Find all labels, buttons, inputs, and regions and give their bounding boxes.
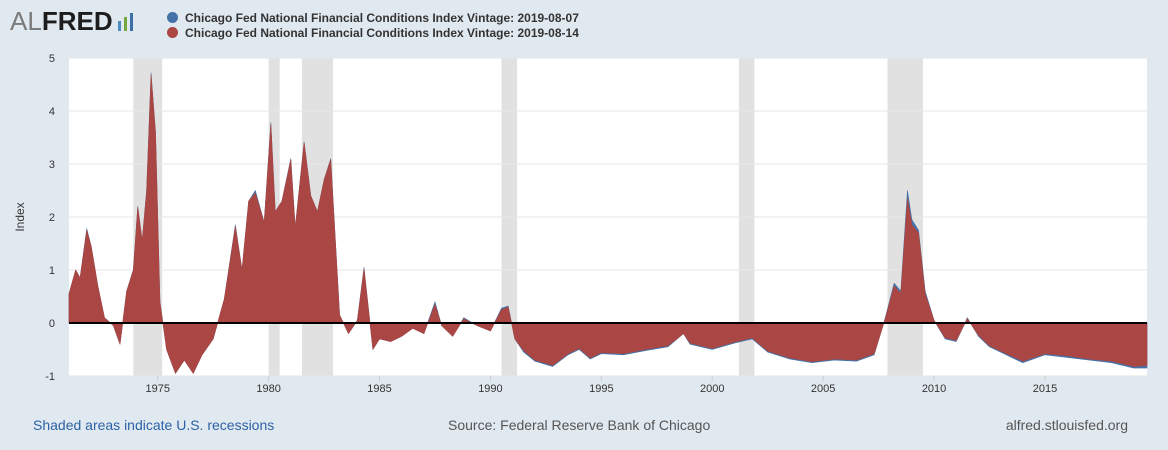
chart-area: -1 0 1 2 3 4 5 1975 1980 1985 1990 1995 2000 2005 2010… <box>13 53 1148 395</box>
legend-marker-icon <box>167 27 178 38</box>
y-axis-label: Index <box>13 202 27 231</box>
chart-legend: Chicago Fed National Financial Condition… <box>167 10 579 40</box>
x-tick-label: 1995 <box>589 383 613 395</box>
x-tick-label: 1980 <box>256 383 280 395</box>
x-tick-label: 1990 <box>478 383 502 395</box>
y-tick-label: 0 <box>49 318 55 330</box>
x-tick-label: 2010 <box>922 383 946 395</box>
x-tick-label: 2000 <box>700 383 724 395</box>
logo-bars-icon <box>116 7 136 31</box>
y-tick-label: 3 <box>49 159 55 171</box>
site-url: alfred.stlouisfed.org <box>1005 417 1128 433</box>
legend-item-vintage-0814[interactable]: Chicago Fed National Financial Condition… <box>167 25 579 40</box>
alfred-logo[interactable]: ALFRED <box>10 6 136 36</box>
x-tick-label: 1975 <box>145 383 169 395</box>
x-tick-label: 1985 <box>367 383 391 395</box>
y-tick-label: 2 <box>49 212 55 224</box>
y-tick-label: -1 <box>45 371 55 383</box>
legend-item-vintage-0807[interactable]: Chicago Fed National Financial Condition… <box>167 10 579 25</box>
legend-label: Chicago Fed National Financial Condition… <box>185 25 579 40</box>
y-tick-label: 5 <box>49 53 55 65</box>
y-tick-label: 4 <box>49 106 55 118</box>
source-note: Source: Federal Reserve Bank of Chicago <box>448 417 711 433</box>
y-tick-label: 1 <box>49 265 55 277</box>
recession-note-link[interactable]: Shaded areas indicate U.S. recessions <box>33 417 275 433</box>
logo-fred-text: FRED <box>41 6 113 36</box>
x-tick-label: 2005 <box>811 383 835 395</box>
logo-al-text: AL <box>10 6 42 36</box>
series-area-1 <box>68 74 1148 374</box>
x-tick-label: 2015 <box>1033 383 1057 395</box>
legend-marker-icon <box>167 12 178 23</box>
legend-label: Chicago Fed National Financial Condition… <box>185 10 579 25</box>
